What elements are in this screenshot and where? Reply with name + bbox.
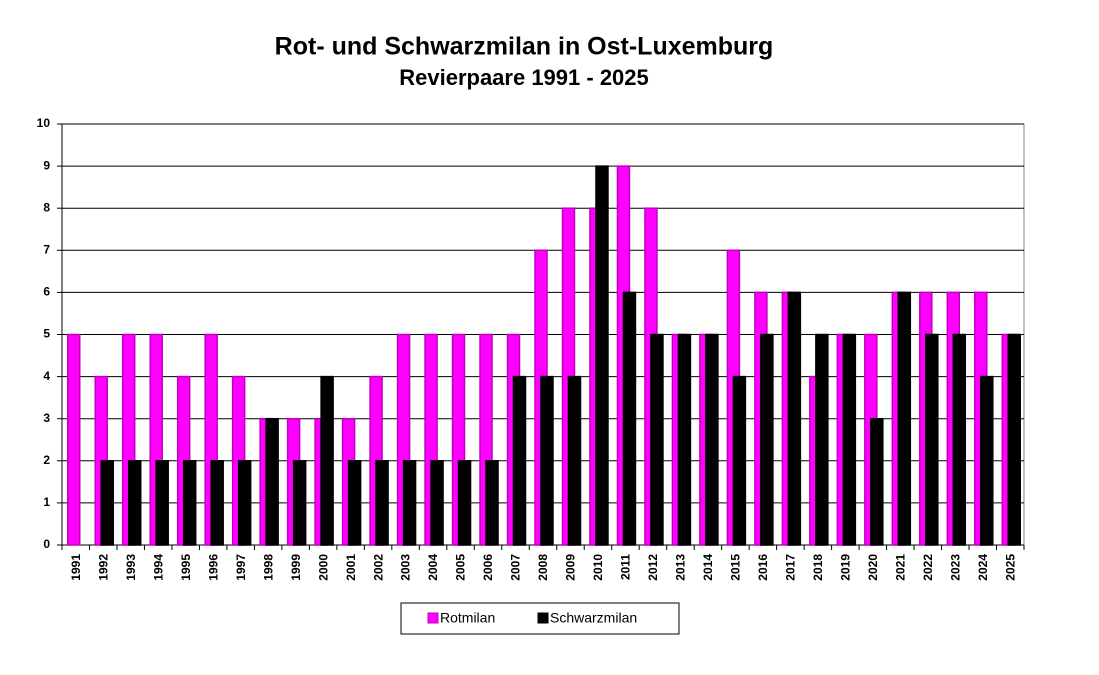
x-tick-label: 2017	[784, 554, 798, 581]
x-tick-label: 2001	[344, 554, 358, 581]
bar	[1007, 333, 1022, 546]
x-tick-label: 2024	[976, 554, 990, 581]
y-tick-label: 7	[43, 242, 50, 256]
bar	[925, 333, 939, 546]
x-tick-label: 2014	[701, 554, 715, 581]
bar	[540, 375, 554, 546]
bar	[320, 375, 334, 546]
y-tick-label: 4	[43, 369, 50, 383]
x-tick-label: 1995	[179, 554, 193, 581]
x-tick-label: 1993	[124, 554, 138, 581]
x-tick-label: 2004	[426, 554, 440, 581]
bar	[485, 460, 499, 546]
bar	[100, 460, 114, 546]
legend-label: Schwarzmilan	[550, 610, 637, 626]
x-tick-label: 1994	[151, 554, 165, 581]
bar	[705, 333, 719, 546]
y-tick-label: 0	[43, 537, 50, 551]
bar	[265, 417, 279, 546]
legend-swatch	[537, 612, 549, 624]
bar	[952, 333, 967, 546]
bar	[980, 375, 994, 546]
bar	[402, 460, 417, 546]
x-tick-label: 2012	[646, 554, 660, 581]
y-tick-label: 8	[43, 200, 50, 214]
x-tick-label: 2021	[893, 554, 907, 581]
bar	[870, 417, 884, 546]
bar	[237, 460, 252, 546]
x-tick-label: 1999	[289, 554, 303, 581]
x-tick-label: 1991	[69, 554, 83, 581]
y-tick-label: 2	[43, 453, 50, 467]
bar	[595, 165, 609, 546]
x-tick-label: 2023	[948, 554, 962, 581]
x-tick-label: 2002	[371, 554, 385, 581]
bar	[292, 460, 307, 546]
bar	[210, 460, 224, 546]
bar	[347, 460, 362, 546]
x-tick-label: 1998	[261, 554, 275, 581]
bar	[897, 291, 912, 546]
x-tick-label: 2020	[866, 554, 880, 581]
x-tick-label: 2018	[811, 554, 825, 581]
bar	[815, 333, 829, 546]
x-tick-label: 2025	[1003, 554, 1017, 581]
bar	[567, 375, 582, 546]
x-tick-label: 2019	[839, 554, 853, 581]
bar	[512, 375, 527, 546]
bar	[457, 460, 472, 546]
x-tick-label: 2006	[481, 554, 495, 581]
bar	[842, 333, 857, 546]
x-tick-label: 2013	[674, 554, 688, 581]
y-tick-label: 5	[43, 327, 50, 341]
bar	[787, 291, 802, 546]
y-tick-label: 10	[37, 116, 51, 130]
x-tick-label: 1996	[206, 554, 220, 581]
x-tick-label: 1997	[234, 554, 248, 581]
bar	[650, 333, 664, 546]
bar	[66, 333, 81, 546]
x-tick-label: 2009	[564, 554, 578, 581]
bar	[127, 460, 142, 546]
y-tick-label: 1	[43, 495, 50, 509]
y-tick-label: 6	[43, 285, 50, 299]
x-tick-label: 2011	[619, 554, 633, 580]
bar	[430, 460, 444, 546]
x-tick-label: 2022	[921, 554, 935, 581]
bar	[760, 333, 774, 546]
bar	[732, 375, 747, 546]
x-tick-label: 2008	[536, 554, 550, 581]
bar	[677, 333, 692, 546]
bar	[182, 460, 197, 546]
x-tick-label: 2000	[316, 554, 330, 581]
x-tick-label: 2007	[509, 554, 523, 581]
y-tick-label: 3	[43, 411, 50, 425]
chart-title: Rot- und Schwarzmilan in Ost-Luxemburg	[275, 33, 774, 61]
x-tick-label: 2003	[399, 554, 413, 581]
y-tick-label: 9	[43, 158, 50, 172]
legend-label: Rotmilan	[440, 610, 495, 626]
x-tick-label: 2016	[756, 554, 770, 581]
bar	[155, 460, 169, 546]
chart-subtitle: Revierpaare 1991 - 2025	[399, 65, 649, 90]
bar	[375, 460, 389, 546]
x-tick-label: 2015	[729, 554, 743, 581]
x-tick-label: 2005	[454, 554, 468, 581]
x-tick-label: 2010	[591, 554, 605, 581]
x-tick-label: 1992	[96, 554, 110, 581]
legend-swatch	[427, 612, 439, 624]
bar	[622, 291, 637, 546]
